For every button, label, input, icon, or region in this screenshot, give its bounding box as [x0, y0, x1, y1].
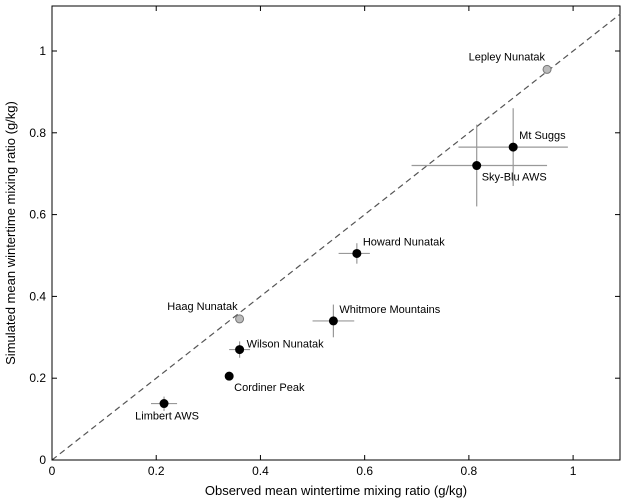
y-tick-label: 1 — [39, 44, 46, 58]
point-label: Howard Nunatak — [363, 236, 445, 248]
y-tick-label: 0.4 — [29, 289, 46, 303]
x-tick-label: 0.2 — [148, 464, 165, 478]
data-point — [542, 64, 552, 74]
data-point — [224, 371, 234, 381]
x-tick-label: 0.4 — [252, 464, 269, 478]
x-tick-label: 0.6 — [356, 464, 373, 478]
data-point — [472, 161, 482, 171]
point-label: Lepley Nunatak — [469, 51, 546, 63]
y-tick-label: 0.8 — [29, 126, 46, 140]
point-labels: Lepley Nunatak Mt Suggs Sky-Blu AWS Howard … — [135, 51, 566, 422]
point-label: Whitmore Mountains — [339, 304, 440, 316]
point-label: Mt Suggs — [519, 130, 566, 142]
point-label: Limbert AWS — [135, 411, 199, 423]
error-bars — [151, 108, 568, 411]
data-point — [235, 314, 245, 324]
x-tick-label: 0 — [49, 464, 56, 478]
x-tick-label: 0.8 — [461, 464, 478, 478]
one-to-one-reference-line — [51, 13, 621, 461]
data-point — [508, 142, 518, 152]
x-tick-label: 1 — [570, 464, 577, 478]
data-point — [328, 316, 338, 326]
data-point — [159, 399, 169, 409]
y-tick-label: 0 — [39, 453, 46, 467]
point-label: Cordiner Peak — [234, 382, 305, 394]
data-point — [352, 248, 362, 258]
data-points — [159, 64, 552, 409]
axis-ticks: 0 0.2 0.4 0.6 0.8 1 0 0.2 0.4 0.6 0.8 1 — [29, 6, 620, 478]
point-label: Haag Nunatak — [167, 301, 238, 313]
point-label: Sky-Blu AWS — [482, 172, 547, 184]
y-tick-label: 0.6 — [29, 208, 46, 222]
x-axis-label: Observed mean wintertime mixing ratio (g… — [205, 483, 467, 498]
y-axis-label: Simulated mean wintertime mixing ratio (… — [3, 101, 18, 365]
data-point — [235, 345, 245, 355]
y-tick-label: 0.2 — [29, 371, 46, 385]
plot-frame — [51, 5, 621, 461]
point-label: Wilson Nunatak — [247, 339, 325, 351]
